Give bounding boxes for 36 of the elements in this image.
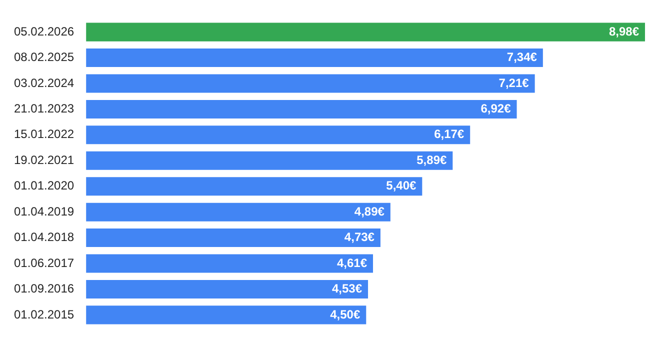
y-tick-label: 15.01.2022 — [14, 127, 74, 142]
data-label: 4,50€ — [330, 307, 360, 322]
y-tick-label: 01.01.2020 — [14, 178, 74, 193]
bar — [86, 126, 470, 144]
bar — [86, 22, 645, 42]
data-label: 7,21€ — [498, 76, 530, 90]
data-label: 6,92€ — [480, 102, 512, 116]
data-label: 8,98€ — [608, 24, 640, 38]
bar — [86, 74, 535, 93]
y-tick-label: 03.02.2024 — [14, 76, 74, 90]
y-tick-label: 01.09.2016 — [14, 282, 74, 296]
bar — [86, 100, 517, 118]
y-tick-label: 01.02.2015 — [14, 307, 74, 322]
y-tick-label: 01.06.2017 — [14, 256, 74, 270]
bar — [86, 177, 422, 196]
y-tick-label: 01.04.2019 — [14, 204, 74, 218]
bar — [86, 151, 453, 170]
data-label: 4,53€ — [332, 282, 362, 296]
y-tick-label: 01.04.2018 — [14, 230, 74, 244]
data-label: 5,89€ — [416, 152, 447, 167]
bar — [86, 306, 366, 324]
bar — [86, 228, 380, 248]
y-tick-label: 08.02.2025 — [14, 50, 74, 64]
y-tick-label: 05.02.2026 — [14, 24, 74, 38]
data-label: 4,61€ — [336, 256, 368, 270]
bar — [86, 254, 373, 273]
data-label: 4,89€ — [354, 204, 385, 218]
bar — [86, 48, 543, 68]
data-label: 7,34€ — [506, 50, 538, 64]
bar — [86, 280, 368, 298]
data-label: 4,73€ — [344, 230, 375, 244]
y-tick-label: 21.01.2023 — [14, 102, 74, 116]
data-label: 5,40€ — [386, 178, 416, 193]
y-tick-label: 19.02.2021 — [14, 152, 74, 167]
data-label: 6,17€ — [434, 127, 464, 142]
bar — [86, 202, 390, 222]
